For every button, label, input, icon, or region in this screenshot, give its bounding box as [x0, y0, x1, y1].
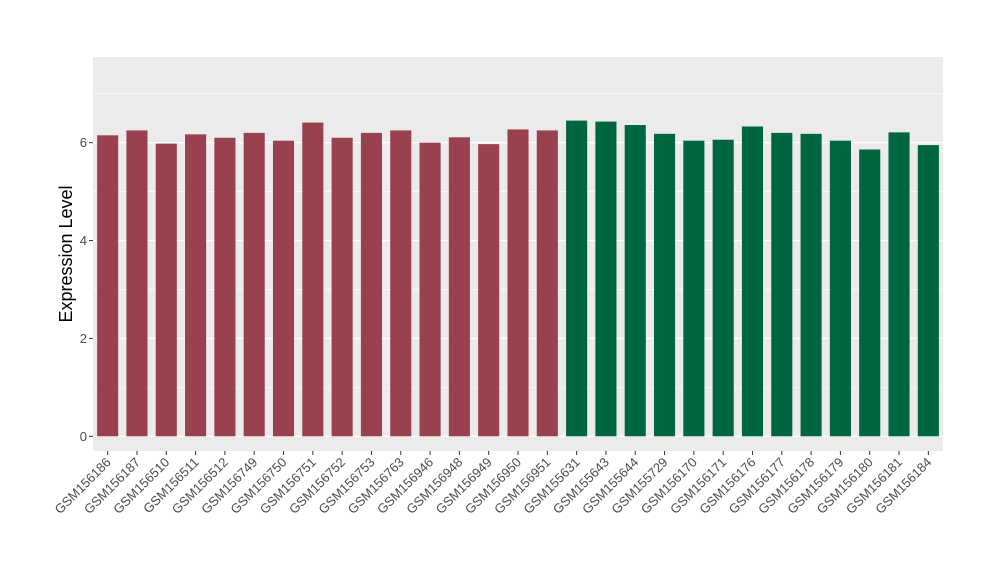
x-axis: GSM156186GSM156187GSM156510GSM156511GSM1… — [52, 451, 934, 517]
bar-GSM156186 — [97, 135, 119, 437]
bar-GSM156510 — [155, 143, 177, 437]
bar-GSM156178 — [800, 133, 822, 437]
bar-GSM156179 — [829, 140, 851, 437]
y-axis: 0 2 4 6 — [80, 135, 93, 444]
bar-GSM156750 — [272, 140, 295, 437]
bar-GSM155644 — [624, 125, 646, 437]
bar-GSM156949 — [478, 144, 500, 437]
bar-GSM156184 — [917, 145, 939, 437]
bar-GSM155631 — [566, 120, 588, 437]
y-tick-label: 6 — [80, 135, 87, 150]
bars — [97, 120, 939, 437]
y-tick-label: 2 — [80, 331, 87, 346]
bar-GSM156177 — [771, 132, 793, 437]
bar-GSM156950 — [507, 129, 529, 437]
bar-GSM156180 — [859, 149, 881, 437]
bar-GSM155729 — [654, 133, 676, 437]
y-axis-title: Expression Level — [56, 185, 76, 322]
bar-GSM156951 — [536, 130, 558, 437]
bar-GSM156512 — [214, 137, 236, 437]
bar-GSM156946 — [419, 142, 441, 437]
bar-GSM156753 — [360, 132, 382, 437]
bar-GSM156948 — [448, 137, 470, 437]
bar-GSM156511 — [185, 134, 207, 437]
y-tick-label: 4 — [80, 233, 87, 248]
bar-GSM156749 — [243, 132, 265, 437]
bar-GSM156751 — [302, 122, 324, 437]
bar-GSM156176 — [741, 126, 764, 437]
y-tick-label: 0 — [80, 429, 87, 444]
bar-GSM156181 — [888, 132, 910, 437]
bar-GSM155643 — [595, 121, 617, 437]
bar-GSM156170 — [683, 140, 705, 437]
bar-GSM156752 — [331, 137, 353, 437]
bar-GSM156171 — [712, 139, 734, 437]
bar-GSM156187 — [126, 130, 148, 437]
bar-GSM156763 — [390, 130, 412, 437]
